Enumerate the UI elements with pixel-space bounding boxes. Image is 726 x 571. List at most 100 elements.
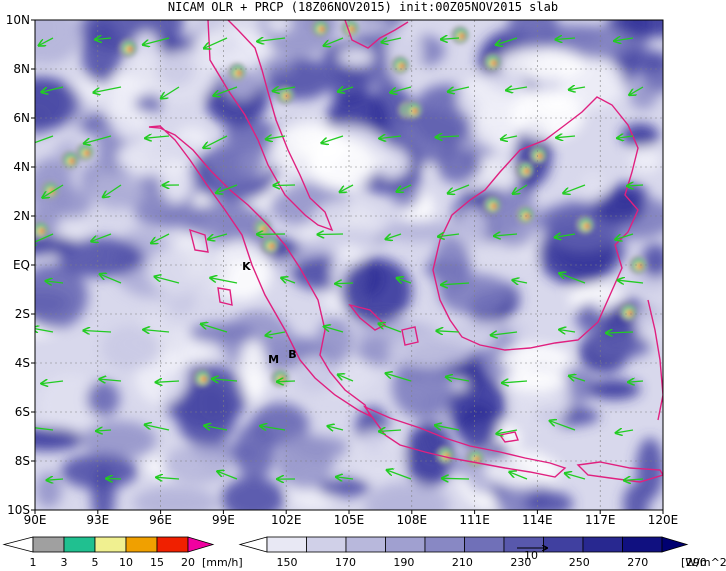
olr-colorbar-tick-label: 270 <box>627 556 648 569</box>
wind-vector <box>35 135 54 144</box>
olr-blob <box>364 482 450 510</box>
grid-lines <box>35 20 663 510</box>
wind-vector <box>155 277 180 284</box>
wind-vector <box>43 184 64 198</box>
vector-reference: 10 <box>517 548 547 562</box>
latitude-tick-label: 2S <box>15 307 30 321</box>
wind-vector <box>214 86 238 96</box>
olr-blob <box>35 290 71 316</box>
longitude-tick-label: 96E <box>149 513 172 527</box>
precip-cell-intense <box>319 26 325 32</box>
olr-colorbar-tick-label: 210 <box>452 556 473 569</box>
olr-blob <box>265 20 292 33</box>
coastline-borneo <box>432 96 639 351</box>
precip-colorbar-high-triangle <box>187 536 215 553</box>
wind-vector <box>277 381 296 382</box>
wind-vector <box>496 37 518 45</box>
olr-blob <box>575 303 601 333</box>
wind-vector <box>559 273 586 284</box>
precip-cell-intense <box>261 226 267 232</box>
latitude-tick-label: 4S <box>15 356 30 370</box>
wind-vector <box>438 234 460 237</box>
latitude-axis: 10N 8N 6N 4N 2N EQ 2S 4S 6S 8S 10S <box>6 13 35 517</box>
olr-blob <box>338 47 375 67</box>
olr-colorbar-tick-label: 290 <box>686 556 707 569</box>
wind-vector <box>145 425 170 431</box>
precip-cells <box>35 20 647 467</box>
wind-vector <box>340 184 354 192</box>
wind-vector <box>387 470 412 480</box>
olr-colorbar-box <box>266 536 307 553</box>
precip-colorbar-box <box>125 536 158 553</box>
longitude-axis: 90E 93E 96E 99E 102E 105E 108E 111E 114E 117E 120E <box>24 510 678 527</box>
precip-cell-intense <box>537 153 543 159</box>
wind-vectors <box>35 37 644 480</box>
precip-cell-intense <box>201 376 207 382</box>
olr-colorbar-tick-label: 150 <box>277 556 298 569</box>
wind-vector <box>318 234 344 235</box>
wind-vector <box>435 425 460 431</box>
wind-vector <box>513 280 528 283</box>
wind-vector <box>560 330 576 332</box>
olr-blob <box>81 420 157 459</box>
olr-blob <box>507 20 559 57</box>
wind-vector <box>382 38 402 42</box>
olr-blob <box>579 171 607 206</box>
olr-colorbar-box <box>345 536 386 553</box>
olr-blob <box>356 337 396 366</box>
wind-vector <box>338 375 354 382</box>
wind-vector <box>379 324 402 333</box>
wind-vector <box>107 479 122 480</box>
precip-colorbar-tick-label: 3 <box>61 556 68 569</box>
wind-vector <box>502 381 528 383</box>
place-marker-label: M <box>268 353 279 366</box>
olr-blob <box>162 445 233 484</box>
precip-colorbar-low-triangle <box>2 536 34 553</box>
olr-blob <box>589 332 651 359</box>
wind-vector <box>441 38 460 39</box>
longitude-tick-label: 114E <box>522 513 553 527</box>
precip-cell-intense <box>269 243 275 249</box>
precip-colorbar-tick-label: 20 <box>181 556 195 569</box>
precip-cell-intense <box>127 46 133 52</box>
olr-colorbar-box <box>464 536 505 553</box>
wind-vector <box>491 332 518 335</box>
wind-vector <box>156 381 180 382</box>
precip-colorbar-tick-label: 10 <box>119 556 133 569</box>
olr-blob <box>86 380 120 417</box>
olr-blob <box>35 472 62 509</box>
wind-vector <box>565 473 586 480</box>
wind-vector <box>506 87 528 90</box>
wind-vector <box>161 86 180 98</box>
longitude-tick-label: 99E <box>212 513 235 527</box>
olr-blob <box>431 237 472 296</box>
olr-blob <box>309 199 384 252</box>
wind-vector <box>448 184 470 193</box>
wind-vector <box>322 135 344 143</box>
olr-colorbar-tick-label: 250 <box>569 556 590 569</box>
wind-vector <box>556 38 576 40</box>
wind-vector <box>204 135 228 148</box>
wind-vector <box>618 280 644 283</box>
olr-blob <box>629 83 658 110</box>
olr-blob <box>107 75 150 140</box>
wind-vector <box>328 426 344 430</box>
latitude-tick-label: 10S <box>7 503 30 517</box>
olr-blob <box>133 486 218 510</box>
olr-blob <box>221 476 285 510</box>
place-marker-label: K <box>242 260 251 273</box>
precip-cell-intense <box>627 310 633 316</box>
wind-vector <box>260 426 286 430</box>
wind-vector <box>564 184 586 193</box>
olr-colorbar-box <box>424 536 465 553</box>
olr-colorbar-box <box>543 536 584 553</box>
wind-vector <box>204 37 228 48</box>
olr-blob <box>192 27 272 72</box>
wind-vector <box>216 184 238 193</box>
longitude-tick-label: 111E <box>459 513 490 527</box>
coastline-sumatra <box>148 125 372 418</box>
wind-vector <box>47 479 64 480</box>
wind-vector <box>501 136 518 139</box>
coastline-indochina <box>344 20 409 49</box>
